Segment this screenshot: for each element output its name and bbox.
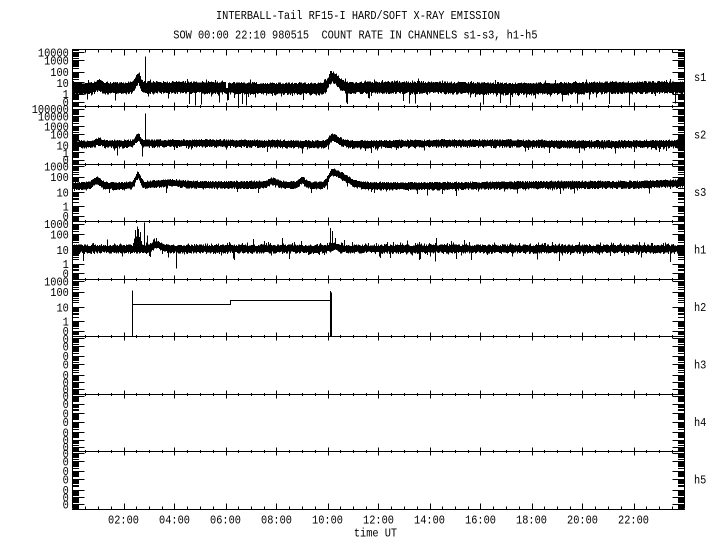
svg-text:10: 10 — [56, 78, 68, 91]
svg-text:0: 0 — [63, 428, 69, 441]
svg-text:0: 0 — [63, 493, 69, 506]
svg-text:s2: s2 — [694, 130, 706, 143]
svg-text:0: 0 — [63, 392, 69, 405]
svg-text:1000: 1000 — [44, 162, 69, 175]
svg-text:0: 0 — [63, 435, 69, 448]
svg-text:1: 1 — [63, 259, 69, 272]
svg-text:0: 0 — [63, 334, 69, 347]
svg-text:time UT: time UT — [354, 528, 398, 541]
svg-text:100: 100 — [50, 130, 69, 143]
svg-text:100: 100 — [50, 230, 69, 243]
svg-text:0: 0 — [63, 155, 69, 168]
svg-text:h3: h3 — [694, 360, 706, 373]
svg-text:0: 0 — [63, 500, 69, 513]
svg-text:12:00: 12:00 — [363, 515, 394, 528]
svg-text:16:00: 16:00 — [465, 515, 496, 528]
svg-text:s3: s3 — [694, 188, 706, 201]
svg-text:1: 1 — [63, 317, 69, 330]
svg-text:100: 100 — [50, 288, 69, 301]
svg-text:0: 0 — [63, 352, 69, 365]
svg-text:h2: h2 — [694, 302, 706, 315]
svg-text:0: 0 — [63, 360, 69, 373]
svg-text:10:00: 10:00 — [312, 515, 343, 528]
svg-text:s1: s1 — [694, 73, 707, 86]
svg-text:1000: 1000 — [44, 122, 69, 135]
svg-text:0: 0 — [63, 399, 69, 412]
svg-text:SOW 00:00 22:10 980515 COUNT: SOW 00:00 22:10 980515 COUNT RATE IN CHA… — [173, 30, 537, 43]
svg-text:0: 0 — [63, 475, 69, 488]
svg-text:0: 0 — [63, 211, 69, 224]
svg-text:0: 0 — [63, 457, 69, 470]
svg-text:100: 100 — [50, 173, 69, 186]
svg-text:1000: 1000 — [44, 277, 69, 290]
svg-text:0: 0 — [63, 326, 69, 339]
svg-text:h4: h4 — [694, 417, 707, 430]
svg-text:1: 1 — [63, 148, 69, 161]
svg-text:10: 10 — [56, 245, 68, 258]
svg-text:1000: 1000 — [44, 219, 69, 232]
svg-text:08:00: 08:00 — [261, 515, 292, 528]
svg-text:10: 10 — [56, 303, 68, 316]
svg-text:0: 0 — [63, 385, 69, 398]
svg-text:10000: 10000 — [38, 48, 69, 61]
svg-text:0: 0 — [63, 485, 69, 498]
svg-text:14:00: 14:00 — [414, 515, 445, 528]
svg-text:0: 0 — [63, 378, 69, 391]
svg-text:10000: 10000 — [38, 112, 69, 125]
svg-text:06:00: 06:00 — [210, 515, 241, 528]
svg-text:0: 0 — [63, 443, 69, 456]
svg-text:h5: h5 — [694, 475, 706, 488]
svg-text:1: 1 — [63, 90, 69, 103]
svg-text:20:00: 20:00 — [567, 515, 598, 528]
svg-text:04:00: 04:00 — [159, 515, 190, 528]
svg-text:0: 0 — [63, 371, 69, 384]
svg-text:02:00: 02:00 — [108, 515, 139, 528]
svg-text:0: 0 — [63, 269, 69, 282]
svg-text:0: 0 — [63, 449, 69, 462]
svg-text:0: 0 — [63, 417, 69, 430]
svg-text:INTERBALL-Tail RF15-I HARD/SOF: INTERBALL-Tail RF15-I HARD/SOFT X-RAY EM… — [216, 10, 500, 23]
svg-text:10: 10 — [56, 141, 68, 154]
svg-text:1: 1 — [63, 202, 69, 215]
svg-text:0: 0 — [63, 97, 69, 110]
svg-text:1000: 1000 — [44, 56, 69, 69]
svg-text:10: 10 — [56, 188, 68, 201]
svg-text:100: 100 — [50, 67, 69, 80]
svg-text:18:00: 18:00 — [516, 515, 547, 528]
svg-text:22:00: 22:00 — [618, 515, 649, 528]
svg-text:0: 0 — [63, 409, 69, 422]
svg-text:0: 0 — [63, 466, 69, 479]
svg-text:100000: 100000 — [32, 104, 69, 117]
svg-text:0: 0 — [63, 342, 69, 355]
svg-text:h1: h1 — [694, 245, 707, 258]
